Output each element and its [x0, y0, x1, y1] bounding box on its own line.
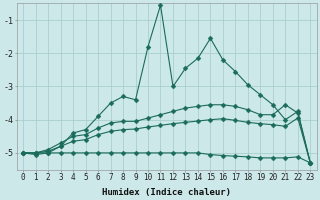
X-axis label: Humidex (Indice chaleur): Humidex (Indice chaleur) — [102, 188, 231, 197]
